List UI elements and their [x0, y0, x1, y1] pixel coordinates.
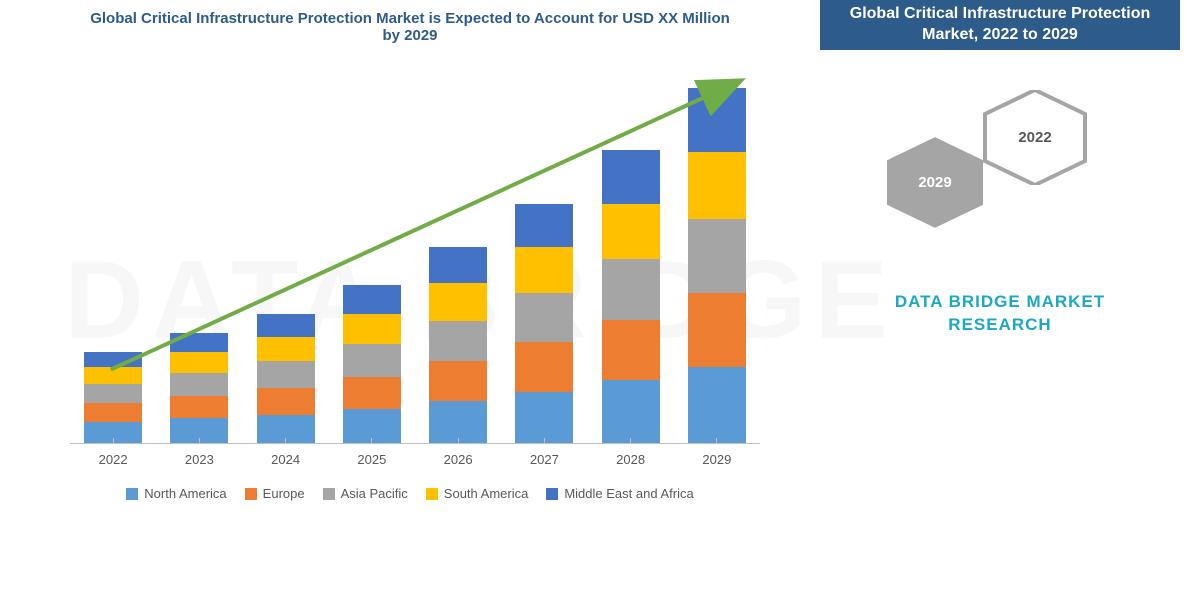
x-label: 2024 [257, 452, 315, 467]
legend-item: South America [426, 486, 529, 501]
bar-2027 [515, 204, 573, 443]
x-label: 2029 [688, 452, 746, 467]
bar-segment [688, 152, 746, 219]
legend-label: Asia Pacific [341, 486, 408, 501]
x-axis-labels: 2022 2023 2024 2025 2026 2027 2028 2029 [70, 444, 760, 474]
bar-segment [84, 403, 142, 422]
bar-2026 [429, 247, 487, 443]
bar-2022 [84, 352, 142, 443]
x-label: 2025 [343, 452, 401, 467]
legend-item: Middle East and Africa [546, 486, 693, 501]
bar-segment [515, 293, 573, 342]
bar-segment [84, 352, 142, 367]
legend-swatch [323, 488, 335, 500]
chart-title: Global Critical Infrastructure Protectio… [40, 10, 780, 44]
legend-label: Europe [263, 486, 305, 501]
hexagon-2029: 2029 [880, 135, 990, 230]
bar-segment [170, 352, 228, 373]
brand-name: DATA BRIDGE MARKET RESEARCH [820, 290, 1180, 338]
hexagon-label: 2022 [1018, 129, 1051, 146]
brand-line-1: DATA BRIDGE MARKET [820, 290, 1180, 314]
bar-segment [602, 259, 660, 320]
bar-segment [602, 320, 660, 381]
bar-segment [170, 373, 228, 396]
bar-segment [343, 344, 401, 376]
bar-segment [429, 321, 487, 361]
bar-2024 [257, 314, 315, 443]
bar-2023 [170, 333, 228, 443]
plot-wrap: 2022 2023 2024 2025 2026 2027 2028 2029 [50, 54, 770, 474]
bar-segment [688, 293, 746, 367]
bar-segment [515, 392, 573, 443]
bar-segment [257, 314, 315, 337]
bar-segment [170, 333, 228, 352]
bar-segment [515, 342, 573, 391]
bar-segment [343, 377, 401, 409]
legend: North America Europe Asia Pacific South Ame… [40, 486, 780, 501]
bar-segment [515, 247, 573, 293]
legend-label: South America [444, 486, 529, 501]
bar-segment [515, 204, 573, 248]
side-panel: Global Critical Infrastructure Protectio… [800, 0, 1200, 600]
bar-segment [343, 314, 401, 344]
chart-panel: Global Critical Infrastructure Protectio… [0, 0, 800, 600]
bar-segment [429, 361, 487, 401]
bars-container [70, 64, 760, 443]
legend-label: Middle East and Africa [564, 486, 693, 501]
legend-item: Europe [245, 486, 305, 501]
brand-line-2: RESEARCH [820, 313, 1180, 337]
bar-segment [257, 337, 315, 362]
bar-segment [84, 367, 142, 384]
legend-swatch [546, 488, 558, 500]
main-layout: Global Critical Infrastructure Protectio… [0, 0, 1200, 600]
legend-swatch [245, 488, 257, 500]
bar-segment [688, 88, 746, 153]
legend-item: Asia Pacific [323, 486, 408, 501]
legend-item: North America [126, 486, 226, 501]
bar-2028 [602, 150, 660, 443]
bar-segment [84, 384, 142, 403]
x-label: 2027 [515, 452, 573, 467]
bar-2029 [688, 88, 746, 443]
x-label: 2023 [170, 452, 228, 467]
hexagon-group: 2029 2022 [820, 80, 1180, 280]
bar-segment [257, 361, 315, 388]
plot-area [70, 64, 760, 444]
bar-segment [602, 204, 660, 259]
bar-segment [343, 285, 401, 314]
legend-label: North America [144, 486, 226, 501]
x-label: 2026 [429, 452, 487, 467]
legend-swatch [426, 488, 438, 500]
bar-segment [602, 150, 660, 203]
x-label: 2022 [84, 452, 142, 467]
bar-segment [688, 219, 746, 293]
bar-segment [429, 401, 487, 443]
bar-segment [429, 247, 487, 283]
hexagon-label: 2029 [918, 174, 951, 191]
bar-segment [429, 283, 487, 321]
bar-segment [170, 396, 228, 419]
bar-segment [602, 380, 660, 443]
hexagon-2022: 2022 [980, 90, 1090, 185]
x-label: 2028 [602, 452, 660, 467]
bar-segment [688, 367, 746, 443]
side-panel-title: Global Critical Infrastructure Protectio… [820, 0, 1180, 50]
bar-2025 [343, 285, 401, 443]
legend-swatch [126, 488, 138, 500]
bar-segment [257, 388, 315, 415]
